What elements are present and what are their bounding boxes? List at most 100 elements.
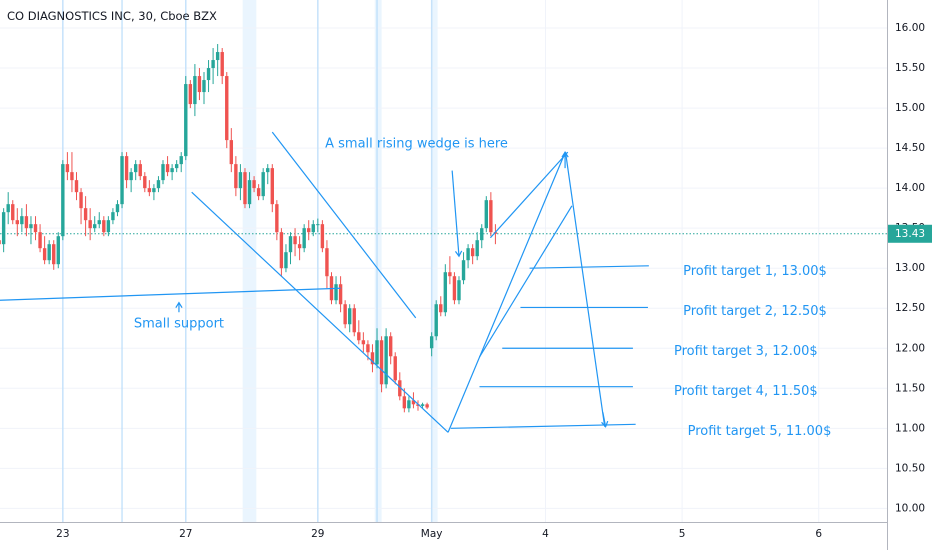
projection-bottom-arrow [601, 412, 609, 428]
candle-body [484, 200, 489, 229]
candle-70 [316, 218, 320, 233]
candle-22 [97, 212, 101, 229]
candle-body [470, 248, 475, 257]
candle-body [129, 172, 133, 181]
candle-75 [338, 276, 343, 313]
candle-body [111, 212, 115, 221]
candle-body [416, 404, 420, 406]
candle-98 [443, 264, 448, 317]
x-tick-label-0: 23 [56, 528, 69, 540]
candle-body [70, 172, 74, 181]
candle-106 [480, 224, 484, 249]
candle-8 [33, 216, 38, 241]
candle-body [179, 156, 183, 165]
y-tick-label-2: 11.00 [895, 422, 925, 434]
candle-body [489, 200, 493, 233]
y-tick-label-10: 15.00 [895, 102, 925, 114]
candle-body [79, 192, 83, 209]
candle-39 [174, 160, 179, 173]
candle-33 [147, 180, 152, 197]
candle-85 [384, 328, 388, 389]
candle-body [38, 232, 42, 249]
candle-body [206, 68, 211, 81]
candle-body [325, 248, 329, 277]
candle-body [457, 280, 461, 301]
candle-body [307, 228, 311, 233]
candle-body [466, 248, 470, 261]
candle-93 [420, 402, 425, 409]
candle-57 [256, 184, 261, 201]
candle-body [102, 220, 106, 233]
candle-body [452, 276, 457, 301]
x-tick-label-6: 6 [815, 528, 822, 540]
candle-body [52, 244, 56, 265]
candle-body [302, 228, 306, 249]
last-price-tag-bg [888, 224, 932, 243]
candle-77 [348, 304, 352, 333]
candle-body [42, 248, 47, 261]
candle-body [56, 236, 60, 265]
y-tick-label-3: 11.50 [895, 382, 925, 394]
candle-34 [152, 184, 156, 201]
candle-20 [88, 208, 92, 241]
arrow-shaft [451, 170, 460, 257]
candle-body [184, 84, 188, 157]
chart-title: CO DIAGNOSTICS INC, 30, Cboe BZX [7, 9, 217, 23]
candle-37 [165, 156, 170, 177]
candle-body [252, 180, 256, 189]
candle-body [115, 204, 120, 213]
candle-46 [206, 60, 211, 93]
x-tick-label-1: 27 [179, 528, 192, 540]
candle-80 [361, 332, 366, 353]
candle-48 [215, 44, 220, 77]
candle-76 [343, 300, 347, 329]
price-axis-bg [887, 0, 932, 550]
candle-body [211, 60, 215, 69]
wedge-inner-upper [489, 151, 569, 239]
candle-9 [38, 224, 42, 253]
candle-body [338, 284, 343, 305]
channel-upper-left [271, 131, 417, 319]
x-tick-label-3: May [421, 528, 443, 540]
candle-31 [138, 160, 142, 181]
candle-35 [156, 176, 161, 193]
y-tick-label-6: 13.00 [895, 262, 925, 274]
candle-99 [448, 256, 452, 285]
candle-body [33, 224, 38, 233]
candle-42 [188, 80, 193, 109]
candle-body [202, 80, 206, 93]
candle-104 [470, 244, 475, 265]
candle-63 [284, 244, 288, 273]
candle-body [475, 240, 479, 257]
candle-56 [252, 176, 256, 193]
candle-5 [20, 208, 24, 233]
candle-body [120, 156, 124, 205]
candle-17 [74, 172, 79, 201]
candle-body [174, 164, 179, 169]
candle-body [0, 240, 1, 245]
support-line [0, 287, 341, 301]
candle-body [293, 236, 297, 245]
candle-55 [247, 172, 252, 209]
candle-body [320, 224, 325, 249]
candle-body [234, 164, 238, 189]
candle-107 [484, 196, 489, 233]
y-tick-label-5: 12.50 [895, 302, 925, 314]
candle-84 [379, 336, 384, 393]
y-tick-label-4: 12.00 [895, 342, 925, 354]
candle-78 [352, 304, 356, 337]
annotation-5: Profit target 4, 11.50$ [674, 384, 818, 399]
candle-body [402, 396, 407, 409]
candle-body [429, 336, 434, 349]
candle-body [288, 236, 293, 253]
candle-body [439, 304, 443, 313]
candle-40 [179, 152, 183, 173]
candle-82 [370, 344, 375, 373]
arrow-head [601, 420, 609, 428]
y-tick-label-12: 16.00 [895, 22, 925, 34]
candle-body [425, 404, 429, 408]
session-band-0 [242, 0, 257, 522]
candle-11 [47, 240, 51, 265]
candle-28 [124, 152, 129, 189]
